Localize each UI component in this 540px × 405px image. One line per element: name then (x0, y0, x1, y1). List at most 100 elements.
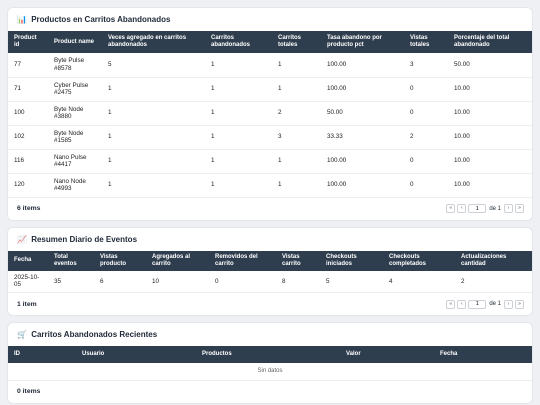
table-cell: 1 (205, 173, 272, 198)
table-footer: 0 items (8, 381, 532, 403)
column-header[interactable]: Checkouts completados (383, 250, 455, 271)
table-cell: Byte Node #3880 (48, 101, 102, 126)
column-header[interactable]: Tasa abandono por producto pct (321, 31, 404, 53)
column-header[interactable]: Vistas totales (404, 31, 448, 53)
recent-carts-title-text: Carritos Abandonados Recientes (31, 330, 158, 339)
column-header[interactable]: Total eventos (48, 250, 94, 271)
prev-page-button[interactable]: ‹ (457, 299, 467, 309)
item-count: 0 items (17, 388, 41, 395)
column-header[interactable]: Fecha (434, 346, 532, 363)
recent-carts-card: 🛒 Carritos Abandonados Recientes ID Usua… (8, 323, 532, 403)
table-cell: 0 (404, 101, 448, 126)
table-cell: 2 (404, 125, 448, 150)
column-header[interactable]: Product id (8, 31, 48, 53)
column-header[interactable]: Valor (340, 346, 434, 363)
abandoned-products-title: 📊 Productos en Carritos Abandonados (8, 8, 532, 31)
table-cell: 0 (404, 77, 448, 102)
column-header[interactable]: Veces agregado en carritos abandonados (102, 31, 205, 53)
table-header-row: ID Usuario Productos Valor Fecha (8, 346, 532, 363)
column-header[interactable]: Usuario (76, 346, 196, 363)
table-cell: 33.33 (321, 125, 404, 150)
table-cell: 0 (404, 173, 448, 198)
table-header-row: Fecha Total eventos Vistas producto Agre… (8, 250, 532, 271)
prev-page-button[interactable]: ‹ (457, 204, 467, 213)
table-cell: 2 (455, 270, 532, 293)
table-cell: 3 (272, 125, 321, 150)
table-cell: 2025-10-05 (8, 270, 48, 293)
table-cell: 1 (102, 125, 205, 150)
table-footer: 6 items « ‹ de 1 › » (8, 198, 532, 220)
empty-state-text: Sin datos (8, 363, 532, 381)
table-header-row: Product id Product name Veces agregado e… (8, 31, 532, 53)
table-cell: 5 (320, 270, 383, 293)
table-cell: 1 (102, 149, 205, 174)
table-cell: 77 (8, 53, 48, 78)
table-cell: 50.00 (448, 53, 532, 78)
column-header[interactable]: ID (8, 346, 76, 363)
table-cell: 1 (205, 53, 272, 78)
column-header[interactable]: Vistas carrito (276, 250, 320, 271)
column-header[interactable]: Productos (196, 346, 340, 363)
last-page-button[interactable]: » (515, 299, 524, 309)
table-cell: 10.00 (448, 149, 532, 174)
table-cell: 116 (8, 149, 48, 174)
daily-summary-title-text: Resumen Diario de Eventos (31, 234, 138, 244)
column-header[interactable]: Removidos del carrito (209, 250, 276, 271)
table-cell: 50.00 (321, 101, 404, 126)
table-row: 71 Cyber Pulse #2475 1 1 1 100.00 0 10.0… (8, 77, 532, 102)
next-page-button[interactable]: › (504, 299, 513, 309)
column-header[interactable]: Porcentaje del total abandonado (448, 31, 532, 53)
table-cell: 5 (102, 53, 205, 78)
first-page-button[interactable]: « (446, 299, 456, 309)
abandoned-products-card: 📊 Productos en Carritos Abandonados Prod… (8, 8, 532, 220)
table-cell: 10.00 (448, 101, 532, 126)
table-cell: Byte Pulse #8578 (48, 53, 102, 78)
table-cell: Nano Node #4993 (48, 173, 102, 198)
table-cell: 102 (8, 125, 48, 150)
table-cell: 4 (383, 270, 455, 293)
table-cell: 1 (272, 77, 321, 102)
table-cell: 1 (102, 173, 205, 198)
table-cell: 100.00 (321, 77, 404, 102)
pagination: « ‹ de 1 › » (446, 299, 524, 309)
column-header[interactable]: Actualizaciones cantidad (455, 250, 532, 271)
first-page-button[interactable]: « (446, 204, 456, 213)
table-cell: 8 (276, 270, 320, 293)
table-cell: 1 (272, 53, 321, 78)
table-cell: 6 (94, 270, 146, 293)
table-cell: 10.00 (448, 77, 532, 102)
column-header[interactable]: Product name (48, 31, 102, 53)
page-number-input[interactable] (468, 204, 487, 213)
table-cell: 71 (8, 77, 48, 102)
table-cell: 100.00 (321, 173, 404, 198)
table-cell: 1 (205, 77, 272, 102)
table-row: 120 Nano Node #4993 1 1 1 100.00 0 10.00 (8, 173, 532, 198)
recent-carts-title: 🛒 Carritos Abandonados Recientes (8, 323, 532, 346)
table-row: 77 Byte Pulse #8578 5 1 1 100.00 3 50.00 (8, 53, 532, 78)
column-header[interactable]: Agregados al carrito (146, 250, 209, 271)
table-cell: 1 (102, 77, 205, 102)
last-page-button[interactable]: » (515, 204, 524, 213)
column-header[interactable]: Checkouts iniciados (320, 250, 383, 271)
table-cell: 120 (8, 173, 48, 198)
pagination: « ‹ de 1 › » (446, 204, 524, 213)
column-header[interactable]: Carritos abandonados (205, 31, 272, 53)
empty-row: Sin datos (8, 363, 532, 381)
table-cell: Byte Node #1585 (48, 125, 102, 150)
table-cell: 1 (205, 149, 272, 174)
table-cell: 2 (272, 101, 321, 126)
column-header[interactable]: Carritos totales (272, 31, 321, 53)
recent-carts-table: ID Usuario Productos Valor Fecha Sin dat… (8, 346, 532, 381)
table-row: 102 Byte Node #1585 1 1 3 33.33 2 10.00 (8, 125, 532, 150)
page-total-label: de 1 (489, 205, 501, 212)
page-number-input[interactable] (468, 299, 487, 309)
item-count: 6 items (17, 205, 41, 212)
table-cell: 3 (404, 53, 448, 78)
table-cell: 10 (146, 270, 209, 293)
column-header[interactable]: Fecha (8, 250, 48, 271)
table-cell: 35 (48, 270, 94, 293)
daily-summary-title: 📈 Resumen Diario de Eventos (8, 228, 532, 251)
column-header[interactable]: Vistas producto (94, 250, 146, 271)
next-page-button[interactable]: › (504, 204, 513, 213)
table-row: 2025-10-05 35 6 10 0 8 5 4 2 (8, 270, 532, 293)
